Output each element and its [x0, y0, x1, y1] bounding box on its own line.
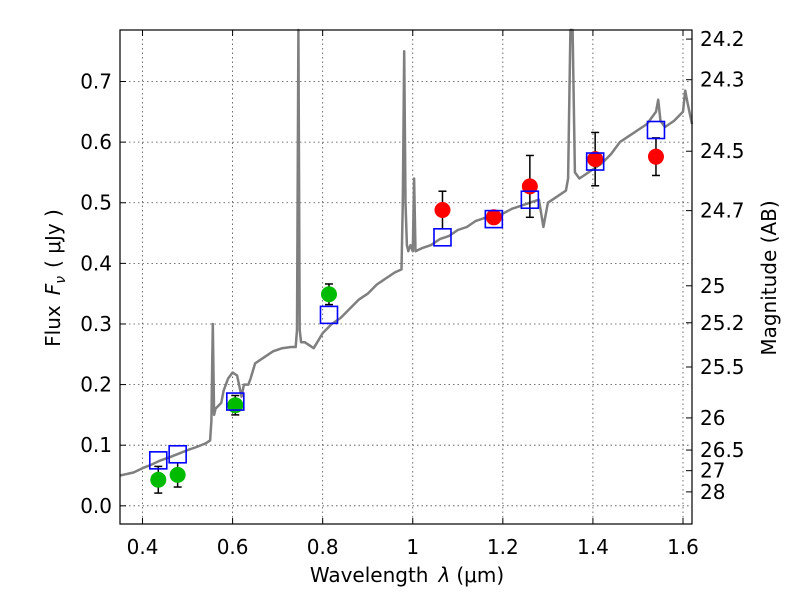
photometry-point — [434, 202, 451, 219]
y-tick-label: 0.5 — [80, 191, 112, 215]
model-photometry-square — [148, 451, 168, 470]
magnitude-tick-label: 25.5 — [700, 355, 745, 379]
grid — [120, 30, 692, 524]
x-tick-label: 0.8 — [307, 535, 339, 559]
photometry-point — [169, 466, 186, 483]
x-tick-label: 1.4 — [577, 535, 609, 559]
model-photometry-square — [168, 444, 187, 464]
x-tick-label: 0.4 — [127, 535, 159, 559]
magnitude-tick-label: 26.5 — [700, 438, 745, 462]
spectrum-line — [119, 28, 694, 477]
model-photometry-square — [520, 190, 540, 210]
y-tick-label: 0.4 — [80, 251, 112, 275]
x-tick-label: 1 — [406, 535, 419, 559]
x-tick-label: 1.6 — [667, 535, 699, 559]
magnitude-tick-label: 25.2 — [700, 311, 745, 335]
photometry-point — [150, 471, 167, 488]
model-photometry-square — [646, 120, 666, 140]
y-tick-label: 0.0 — [80, 494, 112, 518]
photometry-point — [647, 148, 664, 165]
x-axis-ticks: 0.4 0.6 0.8 1 1.2 1.4 1.6 — [127, 30, 699, 559]
y-axis-ticks: 0.0 0.1 0.2 0.3 0.4 0.5 0.6 0.7 — [80, 70, 126, 518]
model-photometry-square — [585, 152, 605, 171]
model-photometry-square — [433, 227, 452, 247]
magnitude-tick-label: 24.3 — [700, 68, 745, 92]
photometry-point — [587, 151, 604, 168]
photometry-point — [227, 397, 244, 414]
x-tick-label: 1.2 — [487, 535, 519, 559]
magnitude-tick-label: 26 — [700, 406, 725, 430]
photometry-points — [150, 148, 664, 488]
magnitude-tick-label: 25 — [700, 274, 725, 298]
spectrum-series — [119, 28, 694, 477]
photometry-point — [485, 209, 502, 226]
y-tick-label: 0.1 — [80, 433, 112, 457]
x-tick-label: 0.6 — [217, 535, 249, 559]
photometry-point — [521, 178, 538, 195]
model-photometry-square — [319, 305, 339, 325]
x-axis-label: Wavelength λ (μm) — [310, 563, 504, 587]
y-tick-label: 0.7 — [80, 70, 112, 94]
magnitude-tick-label: 24.5 — [700, 139, 745, 163]
model-photometry-square — [484, 209, 504, 229]
magnitude-tick-label: 24.2 — [700, 27, 745, 51]
photometry-point — [320, 286, 337, 303]
y-tick-label: 0.2 — [80, 373, 112, 397]
magnitude-tick-label: 28 — [700, 480, 725, 504]
y-tick-label: 0.3 — [80, 312, 112, 336]
magnitude-axis-label: Magnitude (AB) — [757, 200, 781, 355]
magnitude-tick-label: 27 — [700, 459, 725, 483]
model-photometry-square — [226, 392, 245, 411]
magnitude-tick-label: 24.7 — [700, 199, 745, 223]
plot-frame — [119, 29, 693, 525]
error-bars — [154, 131, 660, 494]
y-axis-label: FluxFν( μJy ) — [41, 209, 69, 347]
y-tick-label: 0.6 — [80, 130, 112, 154]
model-photometry-squares — [148, 120, 666, 470]
